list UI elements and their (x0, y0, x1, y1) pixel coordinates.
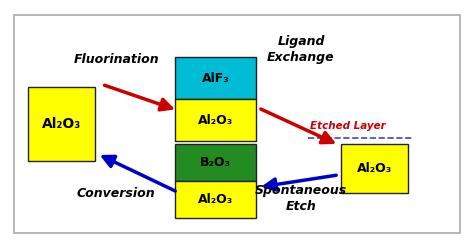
Bar (175, 144, 256, 181)
Text: Al₂O₃: Al₂O₃ (198, 193, 233, 206)
Text: B₂O₃: B₂O₃ (200, 156, 231, 169)
Text: Al₂O₃: Al₂O₃ (198, 114, 233, 127)
Text: Al₂O₃: Al₂O₃ (42, 117, 81, 131)
Text: AlF₃: AlF₃ (202, 72, 229, 85)
Text: Conversion: Conversion (77, 187, 155, 200)
Bar (341, 144, 408, 193)
Bar (14, 15, 460, 233)
Bar (28, 87, 95, 161)
Bar (175, 57, 256, 99)
Text: Al₂O₃: Al₂O₃ (357, 162, 392, 175)
Text: Spontaneous
Etch: Spontaneous Etch (255, 184, 347, 213)
Bar (175, 181, 256, 218)
Text: Etched Layer: Etched Layer (310, 122, 386, 131)
Text: Fluorination: Fluorination (73, 53, 159, 66)
Text: Ligand
Exchange: Ligand Exchange (267, 35, 335, 64)
Bar (175, 99, 256, 141)
